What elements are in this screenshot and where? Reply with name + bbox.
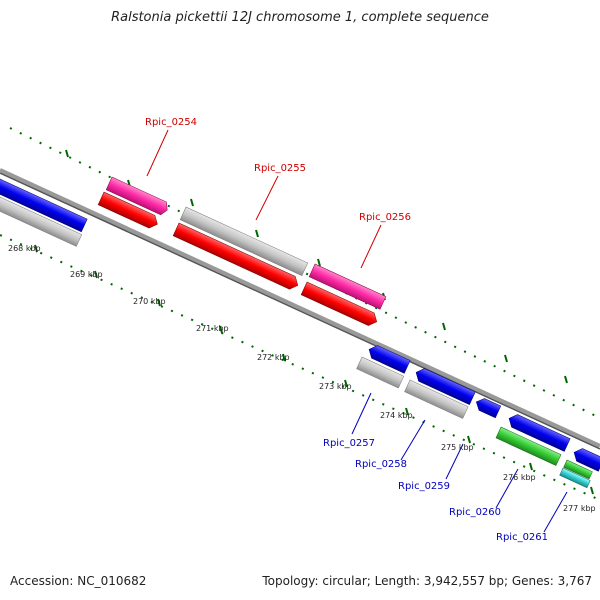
green-feature-rpic-0261[interactable] [563, 459, 593, 480]
outer-tick [504, 354, 508, 363]
tick-label-269: 269 kbp [70, 270, 103, 279]
outer-tick [317, 258, 321, 267]
tick-label-268: 268 kbp [8, 244, 41, 253]
tick-label-275: 275 kbp [441, 443, 474, 452]
outer-tick [190, 198, 194, 207]
gene-label-rpic-0259[interactable]: Rpic_0259 [398, 481, 450, 492]
outer-tick [65, 149, 69, 158]
leader-rpic-0255 [255, 175, 279, 221]
cds-feature-rpic-0255[interactable] [172, 222, 301, 292]
tick-label-270: 270 kbp [133, 297, 166, 306]
gene-label-rpic-0255[interactable]: Rpic_0255 [254, 163, 306, 174]
inner-tick [282, 353, 286, 362]
inner-major-ticks [34, 244, 594, 495]
gene-feature-gray-left[interactable] [0, 196, 83, 247]
outer-tick [442, 322, 446, 331]
leader-rpic-0260 [495, 468, 519, 509]
leader-rpic-0258 [400, 419, 426, 461]
inner-tick [529, 462, 533, 471]
gene-feature-rpic-0254[interactable] [105, 176, 170, 216]
leader-rpic-0261 [543, 491, 568, 533]
bottom-label-leaders [351, 392, 568, 533]
gene-feature-rpic-0258[interactable] [404, 379, 469, 419]
tick-label-273: 273 kbp [319, 382, 352, 391]
cds-feature-rpic-0261[interactable] [571, 446, 600, 472]
leader-rpic-0254 [146, 129, 169, 177]
gene-feature-rpic-0255[interactable] [179, 206, 309, 277]
gene-label-rpic-0258[interactable]: Rpic_0258 [355, 459, 407, 470]
tick-label-277: 277 kbp [563, 504, 596, 513]
gene-label-rpic-0260[interactable]: Rpic_0260 [449, 507, 501, 518]
gene-label-rpic-0256[interactable]: Rpic_0256 [359, 212, 411, 223]
cds-feature-rpic-0259[interactable] [474, 396, 502, 419]
top-label-leaders [146, 129, 382, 269]
inner-tick [34, 244, 38, 253]
tick-label-274: 274 kbp [380, 411, 413, 420]
gene-label-rpic-0257[interactable]: Rpic_0257 [323, 438, 375, 449]
cyan-feature-rpic-0261[interactable] [559, 467, 591, 489]
cds-feature-rpic-0256[interactable] [300, 281, 380, 328]
cds-feature-rpic-0258[interactable] [413, 366, 476, 405]
tick-label-271: 271 kbp [196, 324, 229, 333]
inner-tick [344, 379, 348, 388]
gene-label-rpic-0254[interactable]: Rpic_0254 [145, 117, 197, 128]
cds-feature-rpic-0254[interactable] [97, 191, 160, 231]
tick-label-276: 276 kbp [503, 473, 536, 482]
tick-label-272: 272 kbp [257, 353, 290, 362]
backbone-line-shadow [0, 172, 600, 450]
outer-tick [255, 229, 259, 238]
map-title: Ralstonia pickettii 12J chromosome 1, co… [111, 10, 489, 25]
inner-tick [405, 407, 409, 416]
leader-rpic-0256 [360, 224, 382, 269]
inner-tick [467, 435, 471, 444]
gene-feature-rpic-0257[interactable] [356, 356, 405, 389]
gene-label-rpic-0261[interactable]: Rpic_0261 [496, 532, 548, 543]
leader-rpic-0259 [445, 443, 464, 480]
gene-feature-blue-left[interactable] [0, 178, 88, 233]
accession-label: Accession: NC_010682 [10, 574, 147, 588]
inner-tick [94, 270, 98, 279]
gene-feature-rpic-0256[interactable] [308, 263, 387, 310]
topology-summary: Topology: circular; Length: 3,942,557 bp… [262, 574, 592, 588]
green-feature-rpic-0260[interactable] [495, 426, 562, 466]
inner-tick [157, 298, 161, 307]
cds-feature-rpic-0260[interactable] [506, 412, 571, 452]
outer-tick [564, 375, 568, 384]
outer-major-ticks [65, 149, 568, 384]
inner-tick [590, 486, 594, 495]
inner-tick [219, 325, 223, 334]
leader-rpic-0257 [351, 392, 372, 435]
backbone-line [0, 168, 600, 448]
cds-feature-rpic-0257[interactable] [366, 343, 411, 374]
